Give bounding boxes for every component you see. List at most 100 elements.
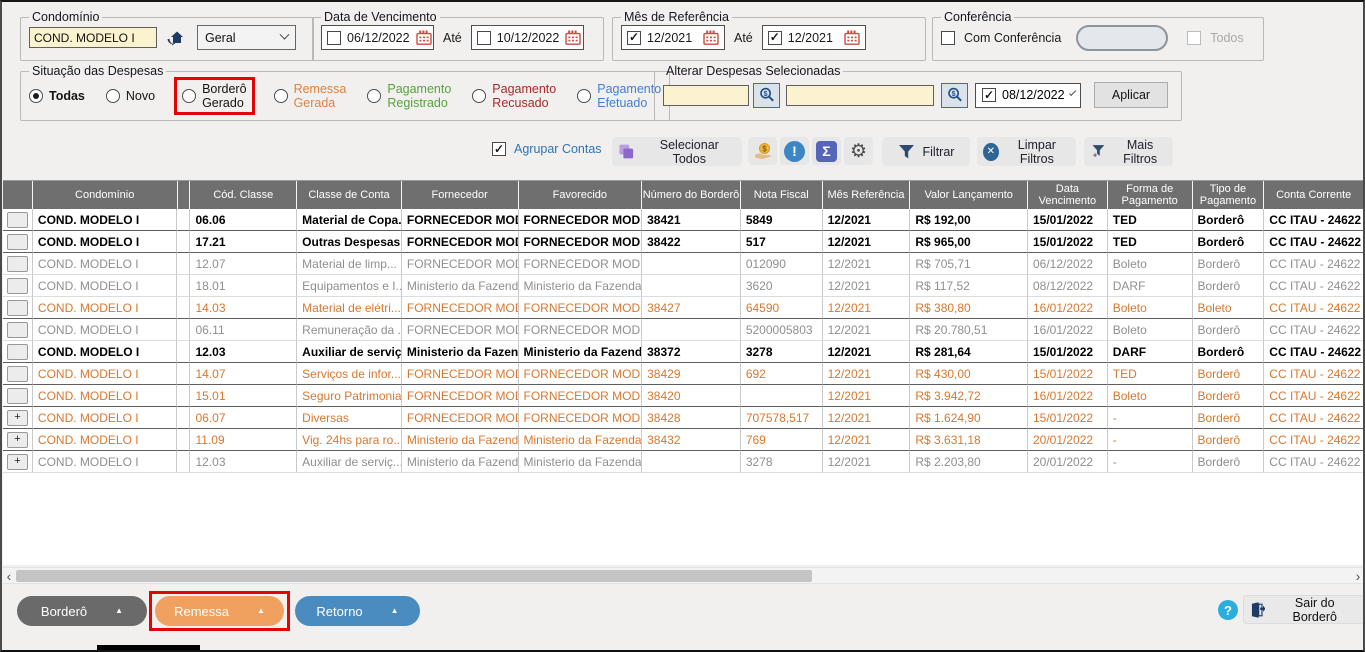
column-header[interactable]: Fornecedor: [402, 181, 519, 209]
bordero-menu-button[interactable]: Borderô ▲: [17, 596, 147, 626]
table-cell[interactable]: Borderô: [1192, 407, 1265, 429]
mais-filtros-button[interactable]: + Mais Filtros: [1084, 137, 1173, 166]
table-cell[interactable]: Boleto: [1107, 297, 1193, 319]
table-cell[interactable]: Borderô: [1192, 385, 1265, 407]
table-cell[interactable]: 06/12/2022: [1027, 253, 1108, 275]
table-cell[interactable]: FORNECEDOR MOD...: [401, 319, 519, 341]
table-cell[interactable]: CC ITAU - 24622: [1264, 429, 1363, 451]
vencimento-to-field[interactable]: 10/12/2022: [470, 25, 584, 50]
table-cell[interactable]: [177, 319, 191, 341]
table-cell[interactable]: [177, 209, 191, 231]
table-row[interactable]: COND. MODELO I 12.03 Auxiliar de serviç...…: [3, 341, 1363, 363]
sair-do-bordero-button[interactable]: Sair do Borderô: [1243, 595, 1363, 624]
table-cell[interactable]: 5849: [740, 209, 823, 231]
table-cell[interactable]: 12.03: [190, 341, 298, 363]
condo-house-sync-icon[interactable]: [167, 29, 187, 46]
table-cell[interactable]: R$ 20.780,51: [910, 319, 1028, 341]
condo-scope-select[interactable]: Geral: [197, 25, 296, 50]
table-cell[interactable]: 38428: [642, 407, 741, 429]
table-cell[interactable]: R$ 3.942,72: [910, 385, 1028, 407]
alterar-date-checkbox[interactable]: [982, 88, 996, 102]
column-header[interactable]: Data Vencimento: [1028, 181, 1108, 209]
table-cell[interactable]: [740, 385, 823, 407]
table-row[interactable]: + COND. MODELO I 11.09 Vig. 24hs para ro...…: [3, 429, 1363, 451]
table-row[interactable]: COND. MODELO I 15.01 Seguro Patrimonial FOR…: [3, 385, 1363, 407]
table-cell[interactable]: 15/01/2022: [1027, 231, 1108, 253]
mes-from-field[interactable]: 12/2021: [621, 25, 725, 50]
remessa-menu-button[interactable]: Remessa ▲: [155, 596, 284, 626]
table-cell[interactable]: R$ 3.631,18: [910, 429, 1028, 451]
table-cell[interactable]: 5200005803: [740, 319, 823, 341]
table-cell[interactable]: CC ITAU - 24622: [1264, 407, 1363, 429]
table-cell[interactable]: FORNECEDOR MOD...: [518, 231, 643, 253]
table-cell[interactable]: Material de limp...: [297, 253, 402, 275]
table-cell[interactable]: Ministerio da Fazenda: [518, 451, 643, 473]
table-cell[interactable]: 20/01/2022: [1027, 429, 1108, 451]
agrupar-contas-control[interactable]: Agrupar Contas: [492, 142, 602, 156]
table-cell[interactable]: 06.06: [190, 209, 298, 231]
radio-option-todas[interactable]: Todas: [29, 89, 85, 103]
radio-circle[interactable]: [472, 89, 487, 103]
column-header[interactable]: Cód. Classe: [190, 181, 298, 209]
table-cell[interactable]: Ministerio da Fazenda: [518, 275, 643, 297]
radio-option-remessa-gerada[interactable]: Remessa Gerada: [273, 82, 346, 110]
settings-button[interactable]: ⚙: [844, 137, 873, 165]
column-header[interactable]: Forma de Pagamento: [1108, 181, 1193, 209]
table-cell[interactable]: 15/01/2022: [1027, 363, 1108, 385]
column-header[interactable]: Nota Fiscal: [741, 181, 823, 209]
table-cell[interactable]: 15/01/2022: [1027, 209, 1108, 231]
search-currency-button-2[interactable]: $: [941, 82, 968, 108]
table-cell[interactable]: CC ITAU - 24622: [1264, 341, 1363, 363]
table-cell[interactable]: Borderô: [1192, 429, 1265, 451]
selecionar-todos-button[interactable]: Selecionar Todos: [612, 137, 742, 166]
table-row[interactable]: COND. MODELO I 14.07 Serviços de infor... F…: [3, 363, 1363, 385]
table-cell[interactable]: R$ 705,71: [910, 253, 1028, 275]
table-cell[interactable]: 14.03: [190, 297, 298, 319]
todos-checkbox[interactable]: [1187, 31, 1202, 45]
table-cell[interactable]: Boleto: [1192, 297, 1265, 319]
radio-circle[interactable]: [577, 89, 592, 103]
table-cell[interactable]: -: [1107, 451, 1193, 473]
table-cell[interactable]: 11.09: [190, 429, 298, 451]
alterar-input-1[interactable]: [663, 84, 749, 106]
table-cell[interactable]: FORNECEDOR MOD...: [518, 319, 643, 341]
table-cell[interactable]: FORNECEDOR MOD...: [518, 253, 643, 275]
table-cell[interactable]: CC ITAU - 24622: [1264, 209, 1363, 231]
table-cell[interactable]: CC ITAU - 24622: [1264, 363, 1363, 385]
table-cell[interactable]: [177, 297, 191, 319]
table-cell[interactable]: 16/01/2022: [1027, 385, 1108, 407]
vencimento-from-checkbox[interactable]: [327, 30, 341, 45]
table-row[interactable]: COND. MODELO I 14.03 Material de elétri...…: [3, 297, 1363, 319]
table-cell[interactable]: [177, 341, 191, 363]
table-cell[interactable]: Ministerio da Fazenda: [401, 275, 519, 297]
sum-button[interactable]: Σ: [812, 137, 841, 165]
table-cell[interactable]: 3278: [740, 451, 823, 473]
table-cell[interactable]: [642, 451, 741, 473]
table-cell[interactable]: 12/2021: [822, 385, 911, 407]
column-header[interactable]: Número do Borderô: [642, 181, 741, 209]
table-cell[interactable]: R$ 430,00: [910, 363, 1028, 385]
table-cell[interactable]: [177, 451, 191, 473]
table-cell[interactable]: 12.07: [190, 253, 298, 275]
table-cell[interactable]: 15/01/2022: [1027, 341, 1108, 363]
table-cell[interactable]: COND. MODELO I: [32, 209, 178, 231]
table-cell[interactable]: [177, 231, 191, 253]
table-cell[interactable]: 12/2021: [822, 341, 911, 363]
table-cell[interactable]: Auxiliar de serviç...: [297, 451, 402, 473]
table-cell[interactable]: R$ 117,52: [910, 275, 1028, 297]
table-cell[interactable]: Borderô: [1192, 275, 1265, 297]
row-select-button[interactable]: [6, 343, 28, 360]
alert-button[interactable]: !: [780, 137, 809, 165]
table-cell[interactable]: Ministerio da Fazenda: [518, 341, 643, 363]
table-cell[interactable]: 517: [740, 231, 823, 253]
table-row[interactable]: COND. MODELO I 12.07 Material de limp... FO…: [3, 253, 1363, 275]
table-cell[interactable]: COND. MODELO I: [32, 451, 178, 473]
table-cell[interactable]: TED: [1107, 209, 1193, 231]
radio-option-pagamento-recusado[interactable]: Pagamento Recusado: [472, 82, 556, 110]
row-select-button[interactable]: [6, 233, 28, 250]
row-select-button[interactable]: [6, 321, 28, 338]
table-cell[interactable]: TED: [1107, 231, 1193, 253]
table-cell[interactable]: 12/2021: [822, 407, 911, 429]
table-cell[interactable]: Auxiliar de serviç...: [297, 341, 402, 363]
table-cell[interactable]: CC ITAU - 24622: [1264, 319, 1363, 341]
